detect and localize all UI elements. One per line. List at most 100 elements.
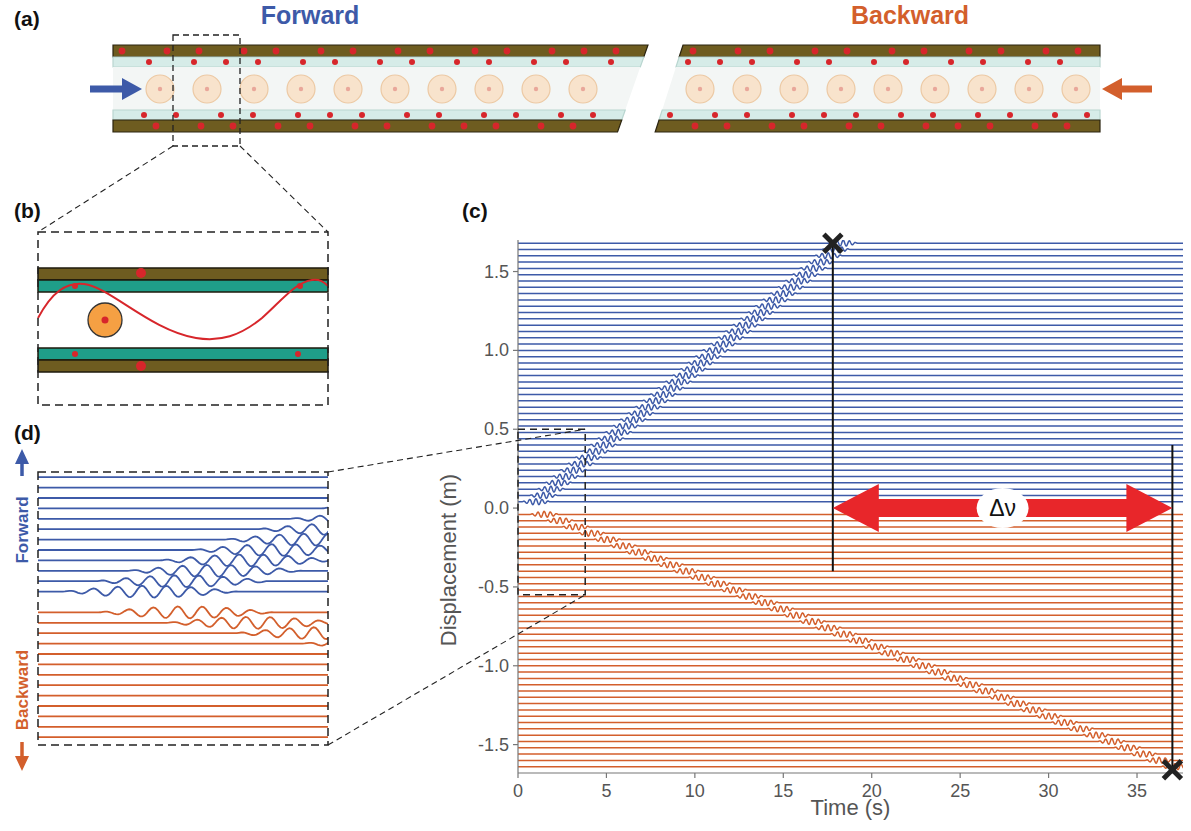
dopant-dot (1043, 48, 1050, 55)
backward-trace (518, 638, 1183, 644)
dopant-dot (1084, 112, 1090, 118)
forward-trace (518, 328, 1183, 334)
particle (88, 303, 122, 337)
direction-arrow (20, 742, 24, 758)
panel-label: (d) (14, 421, 41, 444)
forward-trace (38, 472, 328, 483)
particle (569, 75, 597, 103)
zoom-connector (240, 146, 328, 232)
dopant-dot (821, 112, 827, 118)
fiber-cladding (655, 120, 1100, 132)
dopant-dot (844, 48, 851, 55)
backward-trace (518, 663, 1183, 669)
fiber-core (662, 67, 1100, 110)
dopant-dot (72, 351, 78, 357)
forward-trace (518, 379, 1183, 385)
backward-trace (518, 593, 1183, 599)
dopant-dot (136, 268, 146, 278)
dopant-dot (1025, 59, 1031, 65)
dopant-dot (250, 112, 256, 118)
forward-trace (38, 513, 328, 525)
dopant-dot (581, 48, 588, 55)
zoom-box (518, 429, 585, 595)
x-tick-label: 25 (950, 781, 970, 801)
forward-trace (518, 461, 1183, 467)
particle-center (980, 87, 984, 91)
particle (921, 75, 949, 103)
particle (240, 75, 268, 103)
dopant-dot (295, 112, 301, 118)
dopant-dot (307, 123, 314, 130)
dopant-dot (153, 123, 160, 130)
forward-trace (518, 297, 1183, 303)
particle-center (1027, 87, 1031, 91)
y-tick (513, 744, 518, 745)
forward-trace (518, 373, 1183, 379)
particle (780, 75, 808, 103)
forward-trace (518, 455, 1183, 461)
forward-trace (518, 429, 1183, 435)
dopant-dot (558, 112, 564, 118)
dopant-dot (794, 59, 800, 65)
y-tick-label: -0.5 (478, 577, 509, 597)
particle (827, 75, 855, 103)
dopant-dot (826, 59, 832, 65)
particle (1062, 75, 1090, 103)
dopant-dot (1052, 112, 1058, 118)
forward-trace (518, 291, 1183, 297)
traces (518, 240, 1183, 769)
fiber-coating (38, 348, 328, 360)
x-tick-label: 10 (685, 781, 705, 801)
particle (193, 75, 221, 103)
dopant-dot (769, 123, 776, 130)
zoom-connector (328, 595, 585, 745)
backward-trace (518, 713, 1183, 719)
forward-trace (518, 347, 1183, 353)
forward-trace (518, 253, 1183, 259)
particle (686, 75, 714, 103)
x-tick (960, 773, 961, 778)
forward-trace (38, 565, 328, 577)
dopant-dot (767, 48, 774, 55)
backward-trace (518, 625, 1183, 631)
dopant-dot (275, 123, 282, 130)
dopant-dot (191, 59, 197, 65)
backward-trace (38, 669, 328, 681)
particle (146, 75, 174, 103)
particle-center (440, 87, 444, 91)
dopant-dot (493, 123, 500, 130)
dopant-dot (930, 112, 936, 118)
x-tick (783, 773, 784, 778)
forward-trace (518, 385, 1183, 391)
dopant-dot (241, 48, 248, 55)
particle-center (487, 87, 491, 91)
y-tick (513, 665, 518, 666)
dopant-dot (427, 48, 434, 55)
forward-trace (518, 310, 1183, 316)
figure: (a)ForwardBackward(b)(c)-1.5-1.0-0.50.00… (0, 0, 1191, 831)
backward-trace (38, 711, 328, 723)
particle-center (393, 87, 397, 91)
dopant-dot (878, 123, 885, 130)
forward-trace (518, 448, 1183, 454)
x-tick (1136, 773, 1137, 778)
particle (381, 75, 409, 103)
forward-trace (518, 442, 1183, 448)
dopant-dot (980, 59, 986, 65)
x-tick-label: 0 (513, 781, 523, 801)
backward-trace (518, 757, 1183, 763)
particle-center (792, 87, 796, 91)
backward-trace (518, 574, 1183, 580)
backward-trace (38, 617, 328, 629)
backward-trace (38, 679, 328, 691)
dopant-dot (717, 59, 723, 65)
y-tick-label: 1.0 (484, 340, 509, 360)
particle-center (252, 87, 256, 91)
particle (733, 75, 761, 103)
dopant-dot (461, 123, 468, 130)
backward-trace (518, 587, 1183, 593)
backward-trace (518, 751, 1183, 757)
backward-trace (518, 543, 1183, 549)
forward-trace (518, 366, 1183, 372)
panel-label: (c) (462, 199, 488, 222)
